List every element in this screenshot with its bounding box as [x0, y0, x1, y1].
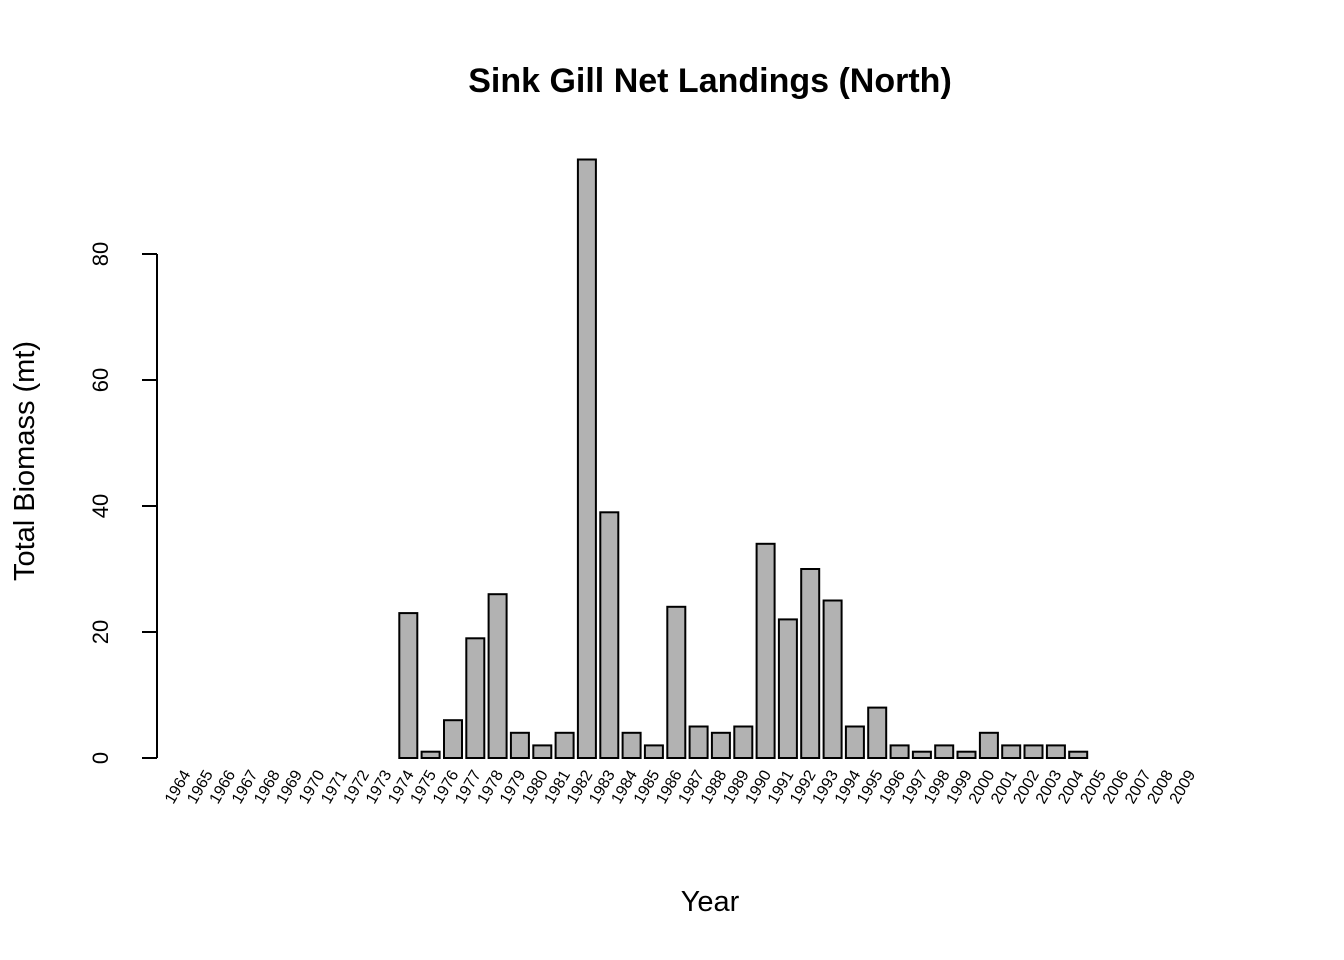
- bar-1992: [800, 568, 821, 759]
- chart-title: Sink Gill Net Landings (North): [468, 62, 952, 100]
- bar-2001: [1001, 744, 1022, 760]
- y-tick-label: 0: [88, 752, 113, 764]
- x-tick-labels: 1964196519661967196819691970197119721973…: [162, 767, 1199, 806]
- x-axis-label: Year: [681, 886, 740, 918]
- y-axis: 0 20 40 60 80: [88, 242, 158, 764]
- bar-1995: [867, 706, 888, 759]
- bar-2004: [1068, 750, 1089, 760]
- y-tick-label: 60: [88, 368, 113, 392]
- y-tick-label: 40: [88, 494, 113, 518]
- bar-1978: [487, 593, 508, 760]
- bar-1986: [666, 605, 687, 759]
- bar-2003: [1045, 744, 1066, 760]
- bar-1975: [420, 750, 441, 760]
- bar-1993: [822, 599, 843, 759]
- bar-1996: [889, 744, 910, 760]
- y-tick-label: 20: [88, 620, 113, 644]
- bar-1985: [643, 744, 664, 760]
- bar-2000: [978, 731, 999, 759]
- bars: [398, 158, 1089, 760]
- bar-1982: [576, 158, 597, 759]
- bar-1997: [911, 750, 932, 760]
- bar-2002: [1023, 744, 1044, 760]
- bar-1999: [956, 750, 977, 760]
- y-tick-label: 80: [88, 242, 113, 266]
- bar-1976: [443, 719, 463, 760]
- bar-1980: [532, 744, 553, 760]
- bar-1991: [777, 618, 798, 760]
- bar-1983: [599, 511, 620, 759]
- bar-1987: [688, 725, 709, 759]
- bar-1990: [755, 542, 776, 759]
- bar-1994: [844, 725, 865, 759]
- bar-1988: [710, 731, 731, 759]
- bar-1974: [398, 612, 419, 759]
- bar-1979: [509, 731, 530, 759]
- bar-1981: [554, 731, 575, 759]
- bar-1989: [733, 725, 754, 759]
- bar-1998: [934, 744, 955, 760]
- bar-1984: [621, 731, 642, 759]
- bar-1977: [465, 637, 486, 759]
- y-axis-label: Total Biomass (mt): [9, 341, 41, 581]
